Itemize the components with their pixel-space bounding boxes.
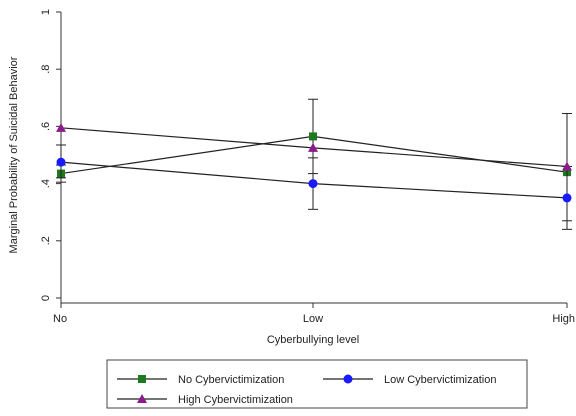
y-tick-label: 0: [40, 295, 52, 301]
y-tick-label: .6: [40, 122, 52, 131]
series-3: [56, 122, 572, 171]
series-2: [56, 144, 572, 230]
y-tick-label: .2: [40, 236, 52, 245]
legend-label: No Cybervictimization: [178, 374, 284, 386]
y-tick-label: .8: [40, 65, 52, 74]
legend-marker: [137, 394, 147, 403]
legend-box: [106, 359, 528, 409]
legend: No Cybervictimization Low Cybervictimizat…: [106, 359, 528, 409]
legend-label: High Cybervictimization: [178, 394, 293, 406]
x-tick-label: No: [53, 313, 67, 325]
legend-marker: [343, 374, 353, 384]
legend-marker: [138, 375, 146, 383]
x-axis-label: Cyberbullying level: [267, 334, 359, 346]
x-tick-label: High: [552, 313, 575, 325]
data-point: [562, 193, 572, 203]
data-point: [56, 122, 66, 132]
data-point: [309, 132, 317, 141]
data-point: [56, 157, 66, 167]
x-tick-label: Low: [303, 313, 323, 325]
y-axis-label: Marginal Probability of Suicidal Behavio…: [8, 56, 20, 253]
data-point: [562, 161, 572, 171]
series-1: [56, 98, 572, 222]
axes: 0 .2 .4 .6 .8 1 No Low High: [40, 9, 575, 325]
y-tick-label: 1: [40, 9, 52, 15]
series-layer: [56, 98, 572, 230]
data-point: [308, 142, 318, 152]
legend-label: Low Cybervictimization: [384, 374, 496, 386]
y-tick-label: .4: [40, 179, 52, 188]
data-point: [308, 179, 318, 189]
